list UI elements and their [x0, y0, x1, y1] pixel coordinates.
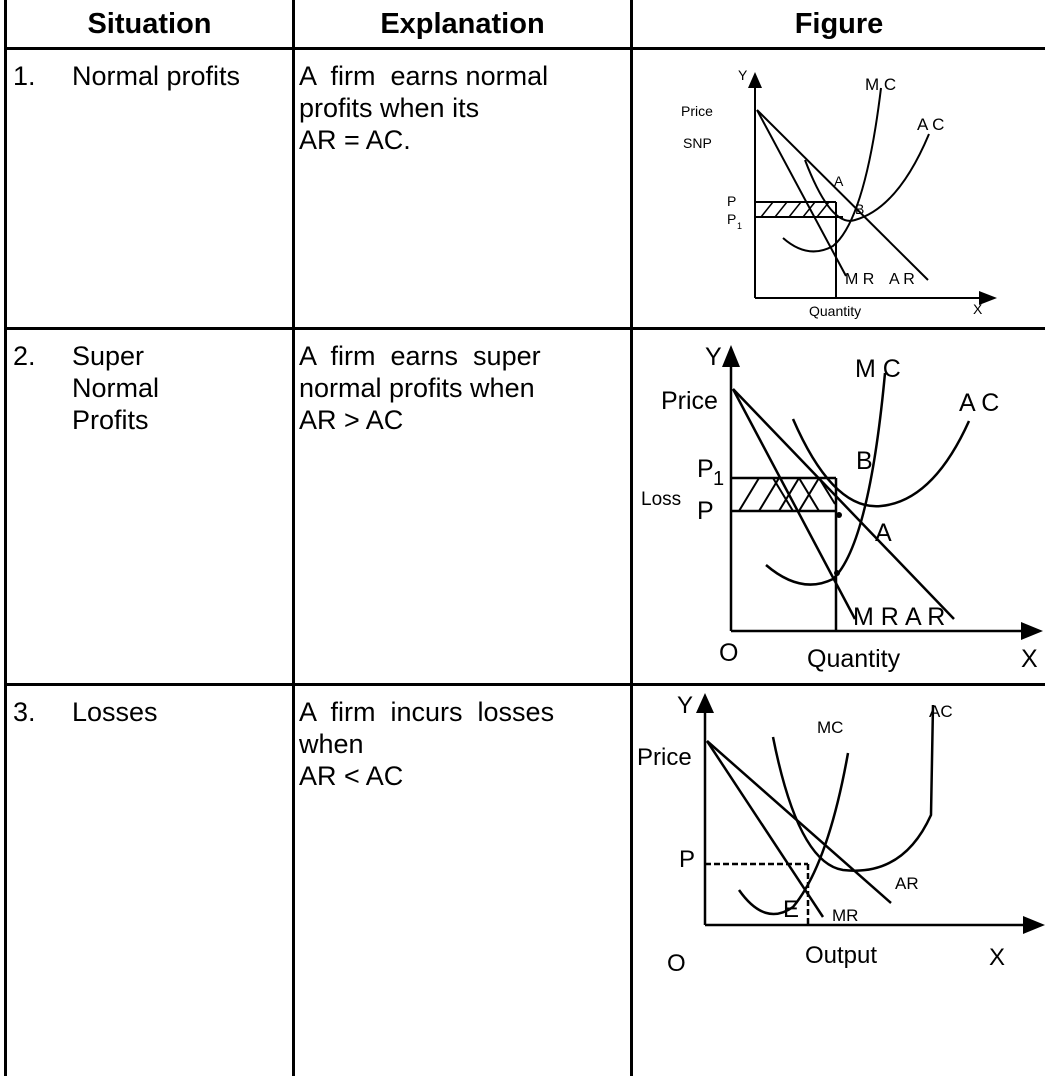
mc-curve: [765, 372, 887, 586]
ac-curve: [771, 704, 935, 872]
point-intersection: [834, 570, 840, 576]
label-p: P: [727, 193, 736, 209]
label-ar: A R: [889, 271, 915, 288]
label-a: A: [875, 519, 892, 547]
table-left-border: [4, 0, 7, 1076]
row-2-bottom-rule: [4, 683, 1045, 686]
situation-line: Normal profits: [72, 61, 241, 91]
ar-curve: [706, 740, 892, 904]
label-p1-subscript: 1: [737, 221, 742, 231]
point-a: [836, 512, 842, 518]
explanation-line: AR = AC.: [299, 125, 411, 155]
label-ac: AC: [929, 702, 953, 721]
mc-curve: [737, 752, 850, 916]
arrow-x: [979, 291, 997, 305]
row-1-number: 1.: [13, 61, 36, 91]
hatch-area: [760, 201, 830, 218]
header-situation: Situation: [87, 8, 212, 40]
label-origin: O: [719, 639, 738, 667]
label-e: E: [783, 896, 799, 923]
row-1-explanation: A firm earns normal profits when its AR …: [299, 60, 625, 156]
explanation-line: A firm incurs losses: [299, 697, 555, 727]
label-p: P: [679, 846, 695, 873]
explanation-line: A firm earns normal: [299, 61, 549, 91]
row-1-bottom-rule: [4, 327, 1045, 330]
column-divider-2: [630, 0, 633, 1076]
arrow-y: [722, 345, 740, 367]
label-y: Y: [705, 343, 722, 371]
label-origin: O: [667, 950, 686, 977]
explanation-line: when: [299, 729, 364, 759]
label-y: Y: [677, 692, 693, 719]
label-loss: Loss: [641, 489, 681, 510]
explanation-line: normal profits when: [299, 373, 535, 403]
header-bottom-rule: [4, 47, 1045, 50]
header-figure: Figure: [794, 8, 884, 40]
header-explanation: Explanation: [380, 8, 545, 40]
label-output: Output: [805, 942, 877, 969]
label-mc: MC: [817, 718, 843, 737]
explanation-line: A firm earns super: [299, 341, 541, 371]
label-quantity: Quantity: [807, 645, 901, 673]
mr-curve: [756, 109, 847, 277]
hatch-area: [738, 477, 836, 512]
label-ac: A C: [917, 115, 944, 134]
row-2-explanation: A firm earns super normal profits when A…: [299, 340, 625, 436]
label-p1: P: [697, 455, 714, 483]
label-mr: M R: [845, 271, 874, 288]
mc-curve: [782, 87, 882, 253]
row-2-situation: Super Normal Profits: [72, 340, 290, 436]
label-quantity: Quantity: [809, 303, 861, 319]
label-mr: M R: [853, 603, 899, 631]
label-ac: A C: [959, 389, 999, 417]
label-b: B: [856, 447, 873, 475]
explanation-line: AR < AC: [299, 761, 404, 791]
column-divider-1: [292, 0, 295, 1076]
label-price: Price: [637, 744, 692, 771]
label-mc: M C: [865, 75, 896, 94]
arrow-y: [696, 693, 714, 713]
label-a: A: [834, 173, 844, 189]
arrow-x: [1021, 622, 1043, 640]
label-x: X: [989, 944, 1005, 971]
row-3-situation: Losses: [72, 696, 290, 728]
ac-curve: [804, 133, 930, 222]
label-x: X: [1021, 645, 1038, 673]
mr-curve: [731, 388, 857, 620]
label-ar: A R: [905, 603, 945, 631]
situation-line: Super: [72, 341, 145, 371]
label-y: Y: [738, 67, 748, 83]
figure-super-normal-profits: Y Price P 1 Loss P M C A C B A M R A R O…: [641, 343, 1043, 673]
label-p1-subscript: 1: [713, 468, 724, 490]
row-2-number: 2.: [13, 341, 36, 371]
label-p1: P: [727, 211, 736, 227]
label-snp: SNP: [683, 135, 712, 151]
label-mr: MR: [832, 906, 858, 925]
ac-curve: [791, 418, 971, 508]
label-price: Price: [681, 103, 713, 119]
ar-curve: [756, 109, 929, 281]
arrow-x: [1023, 916, 1045, 934]
situation-line: Normal: [72, 373, 160, 403]
label-mc: M C: [855, 355, 901, 383]
row-3-explanation: A firm incurs losses when AR < AC: [299, 696, 625, 792]
label-x: X: [973, 301, 983, 317]
explanation-line: profits when its: [299, 93, 480, 123]
label-b: B: [855, 201, 864, 217]
label-ar: AR: [895, 874, 919, 893]
situation-line: Losses: [72, 697, 158, 727]
label-price: Price: [661, 387, 718, 415]
row-3-number: 3.: [13, 697, 36, 727]
figure-losses: Y Price P E MC AC AR MR O Output X: [637, 692, 1045, 977]
situation-line: Profits: [72, 405, 149, 435]
arrow-y: [748, 72, 762, 88]
ar-curve: [732, 388, 955, 620]
explanation-line: AR > AC: [299, 405, 404, 435]
label-p: P: [697, 497, 714, 525]
figure-normal-profits: Y Price SNP P P 1 M C A C A B M R A R Qu…: [681, 67, 997, 319]
mr-curve: [705, 740, 825, 918]
row-1-situation: Normal profits: [72, 60, 290, 92]
